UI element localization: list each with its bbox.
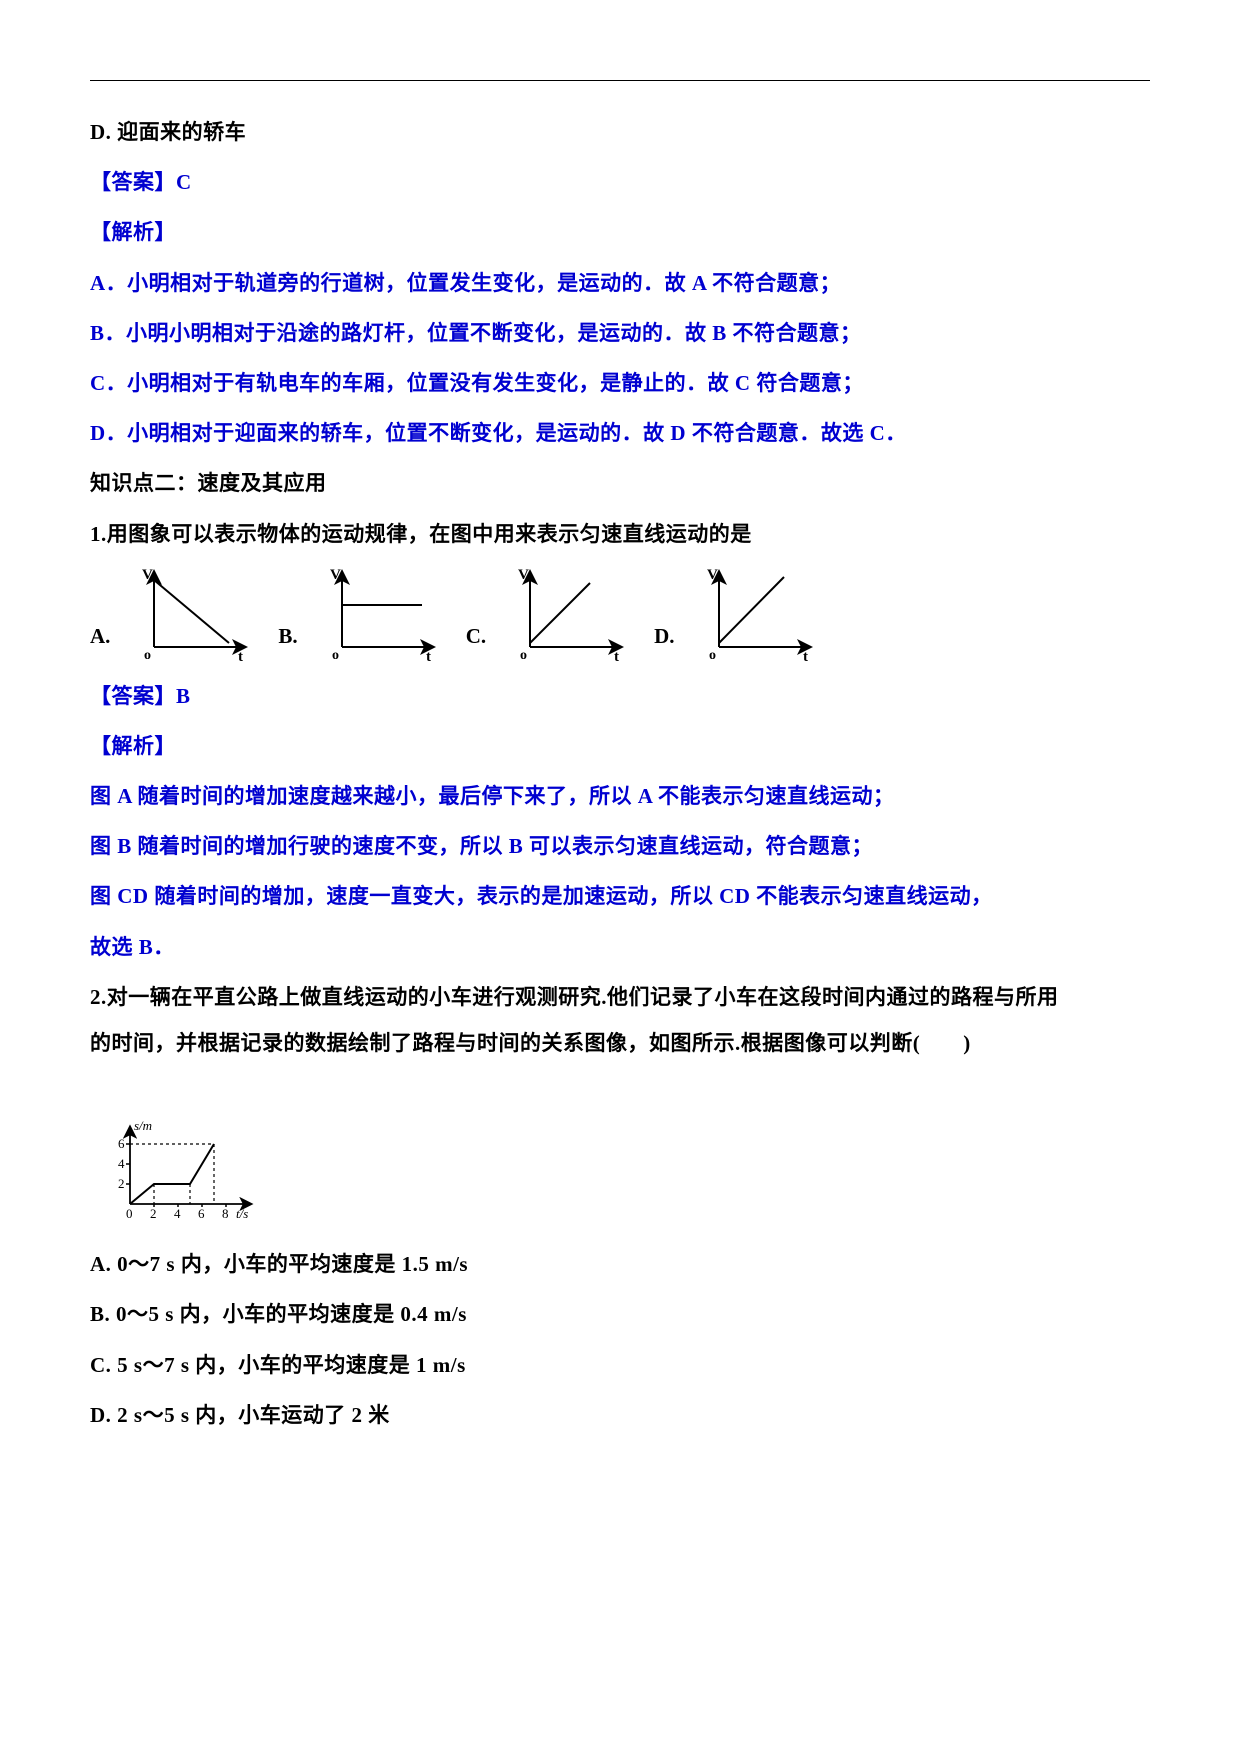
xtick: 0 xyxy=(126,1206,133,1221)
top-rule xyxy=(90,80,1150,81)
graph-d-cell: D. V t o xyxy=(654,565,838,665)
svg-text:t: t xyxy=(803,649,808,665)
analysis-1-a: A．小明相对于轨道旁的行道树，位置发生变化，是运动的．故 A 不符合题意； xyxy=(90,260,1150,306)
label-a: A. xyxy=(90,624,110,665)
q2-opt-a: A. 0～7 s 内，小车的平均速度是 1.5 m/s xyxy=(90,1241,1150,1287)
vt-graph-b: V t o xyxy=(302,565,462,665)
xtick: 8 xyxy=(222,1206,229,1221)
q2-opt-d: D. 2 s～5 s 内，小车运动了 2 米 xyxy=(90,1392,1150,1438)
q2-opt-c: C. 5 s～7 s 内，小车的平均速度是 1 m/s xyxy=(90,1342,1150,1388)
svg-text:V: V xyxy=(330,567,341,583)
vt-graph-a: V t o xyxy=(114,565,274,665)
label-d: D. xyxy=(654,624,674,665)
ytick: 6 xyxy=(118,1136,125,1151)
q2-opt-b: B. 0～5 s 内，小车的平均速度是 0.4 m/s xyxy=(90,1291,1150,1337)
svg-text:o: o xyxy=(520,648,527,663)
svg-text:V: V xyxy=(518,567,529,583)
graph-row: A. V t o B. V t o C. xyxy=(90,565,1150,665)
prev-option-d: D. 迎面来的轿车 xyxy=(90,109,1150,155)
graph-b-cell: B. V t o xyxy=(278,565,461,665)
analysis-2-c: 图 CD 随着时间的增加，速度一直变大，表示的是加速运动，所以 CD 不能表示匀… xyxy=(90,873,1150,919)
axis-x-label: t/s xyxy=(236,1206,248,1221)
analysis-2-a: 图 A 随着时间的增加速度越来越小，最后停下来了，所以 A 不能表示匀速直线运动… xyxy=(90,773,1150,819)
kp-title: 知识点二：速度及其应用 xyxy=(90,460,1150,506)
svg-text:t: t xyxy=(426,649,431,665)
answer-1: 【答案】C xyxy=(90,159,1150,205)
svg-text:o: o xyxy=(709,648,716,663)
axis-v: V xyxy=(142,567,153,583)
xtick: 2 xyxy=(150,1206,157,1221)
ytick: 4 xyxy=(118,1156,125,1171)
xtick: 4 xyxy=(174,1206,181,1221)
svg-text:V: V xyxy=(707,567,718,583)
ytick: 2 xyxy=(118,1176,125,1191)
svg-text:o: o xyxy=(332,648,339,663)
analysis-1-b: B．小明小明相对于沿途的路灯杆，位置不断变化，是运动的．故 B 不符合题意； xyxy=(90,310,1150,356)
vt-graph-c: V t o xyxy=(490,565,650,665)
analysis-1-d: D．小明相对于迎面来的轿车，位置不断变化，是运动的．故 D 不符合题意．故选 C… xyxy=(90,410,1150,456)
q1-text: 1.用图象可以表示物体的运动规律，在图中用来表示匀速直线运动的是 xyxy=(90,511,1150,557)
analysis-2-d: 故选 B． xyxy=(90,924,1150,970)
q2-text-l2: 的时间，并根据记录的数据绘制了路程与时间的关系图像，如图所示.根据图像可以判断(… xyxy=(90,1020,1150,1066)
axis-t: t xyxy=(238,649,243,665)
answer-2: 【答案】B xyxy=(90,673,1150,719)
q2-text-l1: 2.对一辆在平直公路上做直线运动的小车进行观测研究.他们记录了小车在这段时间内通… xyxy=(90,974,1150,1020)
svg-text:t: t xyxy=(614,649,619,665)
analysis-2-b: 图 B 随着时间的增加行驶的速度不变，所以 B 可以表示匀速直线运动，符合题意； xyxy=(90,823,1150,869)
axis-y-label: s/m xyxy=(134,1118,152,1133)
analysis-2-label: 【解析】 xyxy=(90,723,1150,769)
axis-o: o xyxy=(144,648,151,663)
xtick: 6 xyxy=(198,1206,205,1221)
graph-a-cell: A. V t o xyxy=(90,565,274,665)
st-graph: s/m t/s 2 4 6 0 2 4 6 8 xyxy=(90,1076,270,1226)
label-c: C. xyxy=(466,624,486,665)
analysis-1-label: 【解析】 xyxy=(90,209,1150,255)
page: D. 迎面来的轿车 【答案】C 【解析】 A．小明相对于轨道旁的行道树，位置发生… xyxy=(0,0,1240,1753)
label-b: B. xyxy=(278,624,297,665)
graph-c-cell: C. V t o xyxy=(466,565,650,665)
analysis-1-c: C．小明相对于有轨电车的车厢，位置没有发生变化，是静止的．故 C 符合题意； xyxy=(90,360,1150,406)
vt-graph-d: V t o xyxy=(679,565,839,665)
